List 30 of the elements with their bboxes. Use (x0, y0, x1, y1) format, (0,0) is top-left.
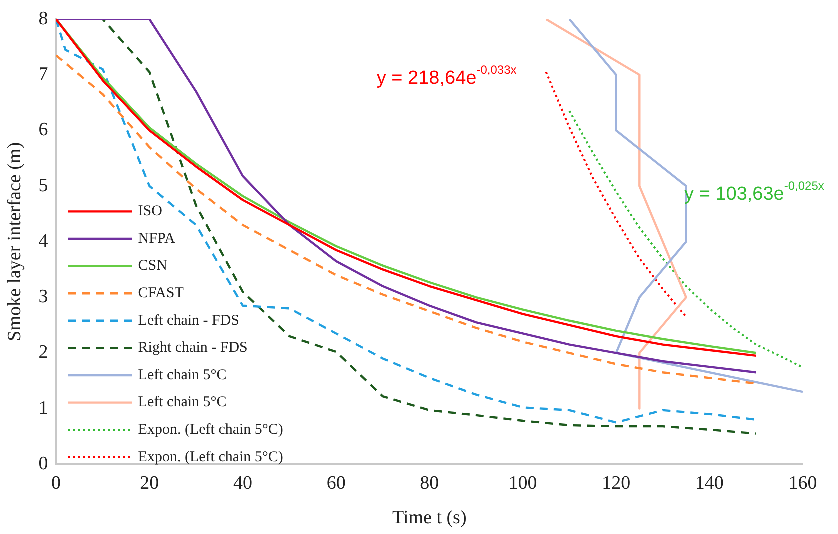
x-tick-label: 60 (326, 472, 346, 494)
legend-label: Left chain 5°C (138, 394, 227, 411)
legend-label: CSN (138, 258, 168, 274)
legend-label: Right chain - FDS (138, 340, 248, 356)
x-tick-label: 140 (695, 472, 724, 494)
y-axis-title: Smoke layer interface (m) (4, 142, 26, 342)
x-tick-label: 0 (52, 472, 62, 494)
y-tick-label: 0 (38, 453, 48, 474)
y-tick-label: 3 (38, 286, 48, 308)
y-tick-label: 7 (38, 64, 48, 86)
legend-label: NFPA (138, 230, 176, 247)
x-axis-title: Time t (s) (392, 508, 467, 529)
y-tick-label: 4 (38, 230, 49, 252)
y-tick-label: 5 (38, 175, 48, 196)
x-tick-label: 100 (508, 472, 538, 494)
x-tick-label: 20 (140, 472, 160, 494)
x-tick-label: 160 (788, 472, 818, 494)
x-tick-label: 120 (602, 472, 631, 494)
y-tick-label: 1 (38, 398, 48, 419)
legend-label: CFAST (138, 286, 184, 302)
y-tick-label: 2 (38, 342, 48, 364)
y-tick-label: 8 (38, 8, 48, 30)
legend-label: Left chain 5°C (138, 367, 227, 384)
y-tick-label: 6 (38, 120, 48, 141)
legend-label: Left chain - FDS (138, 312, 240, 329)
x-tick-label: 40 (233, 472, 252, 494)
legend-label: ISO (138, 204, 163, 220)
legend-label: Expon. (Left chain 5°C) (138, 422, 284, 438)
legend-label: Expon. (Left chain 5°C) (138, 449, 284, 466)
x-tick-label: 80 (420, 472, 440, 494)
